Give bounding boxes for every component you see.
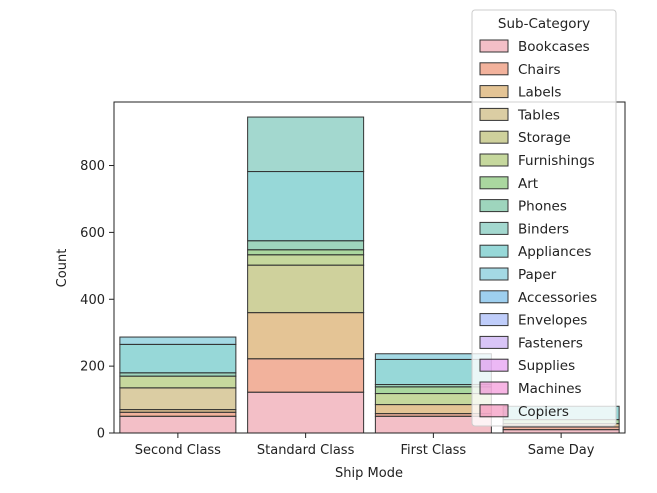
bar-segment [119, 336, 237, 345]
bar-segment [247, 254, 365, 266]
legend-items: Bookcases Chairs Labels Tables Storage Furnis… [479, 39, 597, 420]
legend-label: Tables [517, 107, 560, 123]
legend-swatch [479, 335, 509, 349]
bar-segment [247, 264, 365, 314]
legend-label: Furnishings [518, 153, 595, 169]
legend-swatch [479, 244, 509, 258]
legend-swatch [479, 381, 509, 395]
axes-layer: 0 200 400 600 800 Second Class Standard Class F… [80, 101, 626, 458]
legend-swatch [479, 107, 509, 121]
legend-label: Machines [518, 381, 582, 397]
legend-swatch [479, 199, 509, 213]
legend-label: Chairs [518, 62, 561, 78]
legend-swatch [479, 85, 509, 99]
bar-segment [502, 429, 620, 434]
y-tick-label: 600 [80, 226, 105, 241]
plot-frame [113, 101, 626, 434]
legend-label: Fasteners [518, 335, 583, 351]
x-tick-label: Standard Class [257, 443, 355, 458]
legend-label: Bookcases [518, 39, 590, 55]
legend-swatch [479, 358, 509, 372]
legend-label: Envelopes [518, 313, 587, 329]
bar-segment [119, 375, 237, 389]
legend-swatch [479, 130, 509, 144]
legend-label: Labels [518, 85, 561, 101]
legend-label: Accessories [518, 290, 597, 306]
bar-segment [119, 387, 237, 411]
y-tick-label: 800 [80, 159, 105, 174]
legend-swatch [479, 404, 509, 418]
y-tick-label: 0 [97, 427, 105, 442]
legend-swatch [479, 176, 509, 190]
legend-swatch [479, 290, 509, 304]
x-tick-label: Same Day [528, 443, 595, 458]
legend-title: Sub-Category [498, 16, 590, 32]
legend-label: Phones [518, 199, 567, 215]
legend-swatch [479, 62, 509, 76]
y-tick-label: 200 [80, 360, 105, 375]
y-axis-label: Count [55, 249, 70, 288]
legend-label: Art [518, 176, 538, 192]
bar-segment [247, 358, 365, 393]
bar-segment [247, 116, 365, 173]
legend-swatch [479, 153, 509, 167]
bar-segment [247, 249, 365, 256]
legend-swatch [479, 221, 509, 235]
legend-swatch [479, 267, 509, 281]
legend-label: Supplies [518, 358, 575, 374]
legend-swatch [479, 39, 509, 53]
bar-segment [119, 372, 237, 377]
x-tick-label: Second Class [135, 443, 221, 458]
y-tick-label: 400 [80, 293, 105, 308]
legend: Sub-Category Bookcases Chairs Labels Tables… [471, 9, 617, 427]
legend-label: Copiers [518, 404, 569, 420]
bar-segment [247, 171, 365, 242]
bar-segment [247, 312, 365, 360]
legend-label: Paper [518, 267, 557, 283]
x-tick-label: First Class [401, 443, 467, 458]
bar-segment [247, 391, 365, 434]
bar-segment [119, 411, 237, 417]
x-axis-label: Ship Mode [335, 466, 403, 481]
bar-segment [119, 343, 237, 374]
legend-swatch [479, 313, 509, 327]
legend-label: Appliances [518, 244, 591, 260]
legend-label: Storage [518, 130, 571, 146]
legend-label: Binders [518, 221, 569, 237]
bar-segment [119, 415, 237, 434]
bar-segment [247, 240, 365, 251]
